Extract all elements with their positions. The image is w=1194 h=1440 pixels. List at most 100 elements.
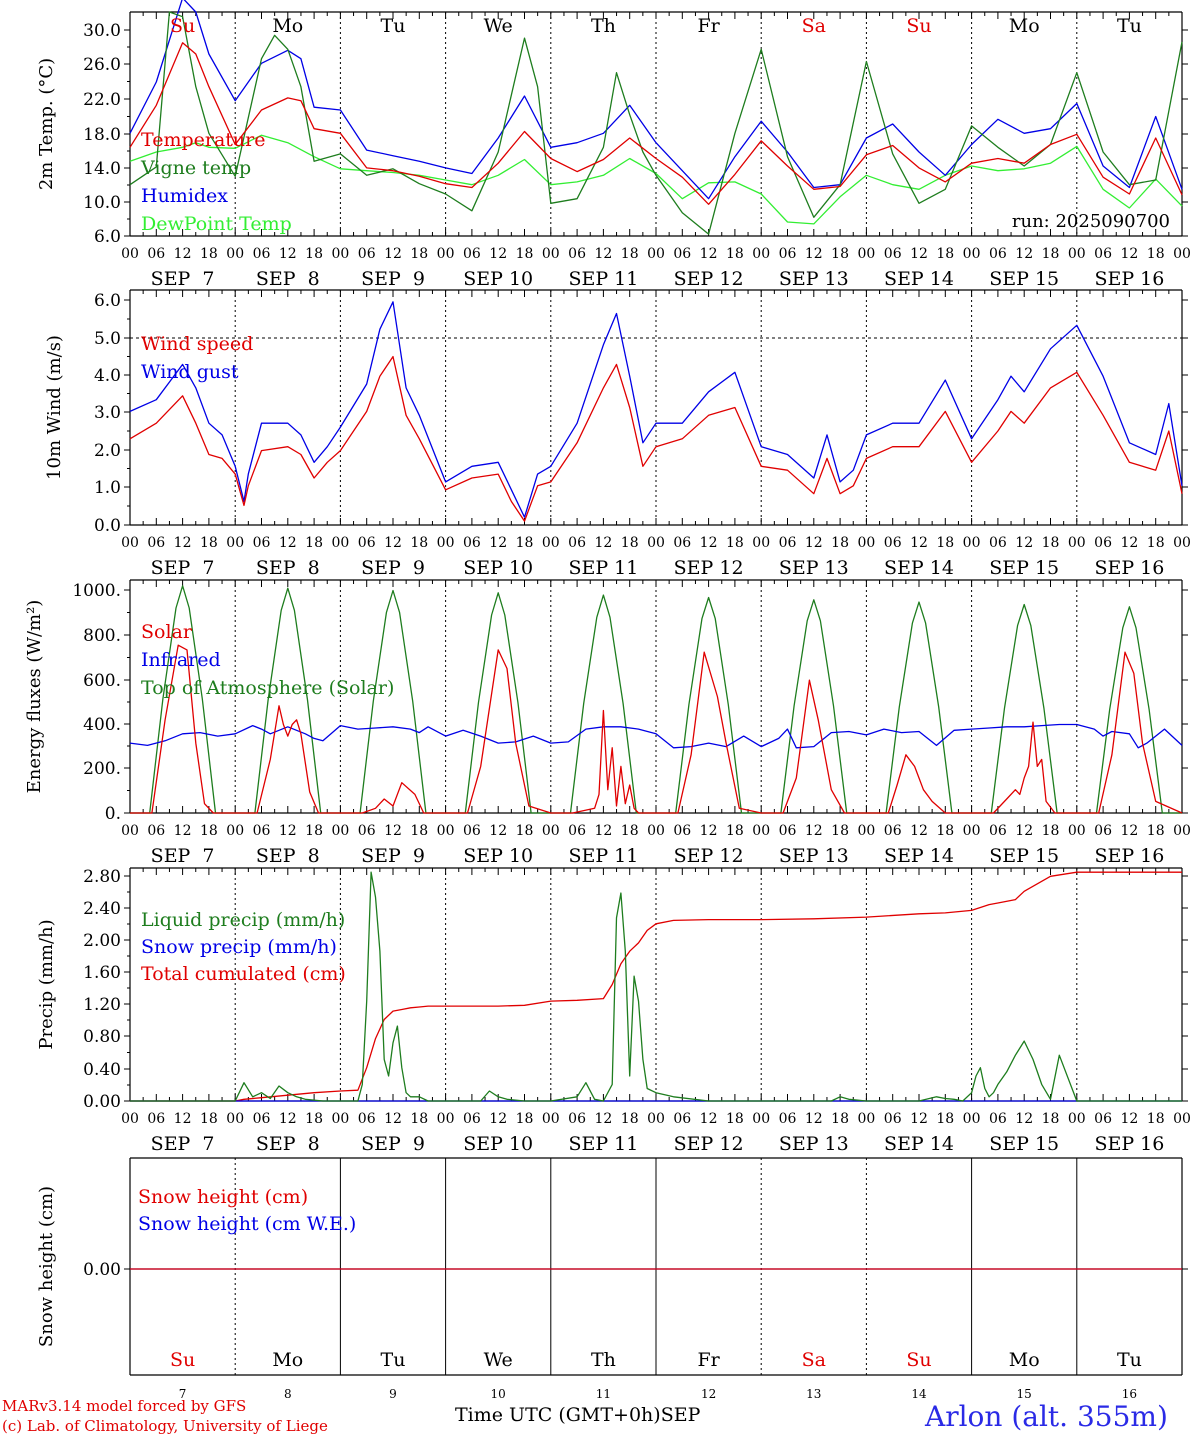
hour-tick-label: 06 xyxy=(568,1111,586,1127)
hour-tick-label: 12 xyxy=(910,246,928,262)
hour-tick-label: 06 xyxy=(673,823,691,839)
hour-tick-label: 12 xyxy=(384,823,402,839)
weekday-label: Th xyxy=(591,15,616,37)
model-credit: MARv3.14 model forced by GFS xyxy=(2,1397,247,1415)
hour-tick-label: 00 xyxy=(331,246,349,262)
y-axis-label: Precip (mm/h) xyxy=(36,919,57,1049)
legend-entry: Vigne temp xyxy=(140,157,251,179)
date-label: SEP 7 xyxy=(151,557,215,579)
hour-tick-label: 18 xyxy=(305,246,323,262)
y-tick-label: 1.0 xyxy=(94,478,121,498)
hour-tick-label: 12 xyxy=(279,246,297,262)
weekday-label: Mo xyxy=(1009,1349,1040,1371)
hour-tick-label: 12 xyxy=(1015,246,1033,262)
hour-tick-label: 00 xyxy=(1173,246,1191,262)
hour-tick-label: 18 xyxy=(1042,246,1060,262)
legend-entry: Wind speed xyxy=(141,333,253,355)
y-axis-label: Snow height (cm) xyxy=(36,1186,57,1347)
hour-tick-label: 12 xyxy=(1120,246,1138,262)
hour-tick-label: 12 xyxy=(279,535,297,551)
hour-tick-label: 00 xyxy=(331,535,349,551)
hour-tick-label: 06 xyxy=(673,535,691,551)
hour-tick-label: 06 xyxy=(463,823,481,839)
hour-tick-label: 00 xyxy=(752,823,770,839)
y-tick-label: 600. xyxy=(83,671,121,691)
hour-tick-label: 18 xyxy=(200,1111,218,1127)
day-number-label: 15 xyxy=(1017,1387,1032,1401)
hour-tick-label: 00 xyxy=(857,1111,875,1127)
hour-tick-label: 00 xyxy=(647,1111,665,1127)
panel-5: 0.00 Snow height (cm) Snow height (cm) Snow… xyxy=(36,1157,1188,1401)
hour-tick-label: 12 xyxy=(910,1111,928,1127)
hour-tick-label: 00 xyxy=(542,1111,560,1127)
date-label: SEP 14 xyxy=(884,845,954,867)
hour-tick-label: 06 xyxy=(568,535,586,551)
hour-tick-label: 18 xyxy=(305,535,323,551)
date-label: SEP 10 xyxy=(463,268,533,290)
x-axis-month: SEP xyxy=(660,1404,701,1426)
y-tick-label: 4.0 xyxy=(94,366,121,386)
date-label: SEP 15 xyxy=(989,1133,1059,1155)
hour-tick-label: 00 xyxy=(1068,823,1086,839)
hour-tick-label: 06 xyxy=(358,823,376,839)
hour-tick-label: 06 xyxy=(1094,823,1112,839)
weekday-label: We xyxy=(484,15,513,37)
y-tick-label: 800. xyxy=(83,626,121,646)
date-label: SEP 8 xyxy=(256,845,320,867)
series-line-dewpoint-temp xyxy=(129,134,1183,225)
hour-tick-label: 12 xyxy=(594,823,612,839)
hour-tick-label: 06 xyxy=(253,1111,271,1127)
hour-tick-label: 12 xyxy=(805,246,823,262)
date-label: SEP 9 xyxy=(361,845,425,867)
legend-entry: Liquid precip (mm/h) xyxy=(141,909,345,931)
day-number-label: 11 xyxy=(596,1387,611,1401)
hour-tick-label: 00 xyxy=(647,246,665,262)
date-label: SEP 13 xyxy=(779,1133,849,1155)
weekday-label: Fr xyxy=(697,1349,720,1371)
hour-tick-label: 18 xyxy=(1147,535,1165,551)
hour-tick-label: 12 xyxy=(279,1111,297,1127)
y-tick-label: 1.60 xyxy=(83,963,121,983)
hour-tick-label: 12 xyxy=(700,823,718,839)
hour-tick-label: 00 xyxy=(1173,1111,1191,1127)
y-tick-label: 14.0 xyxy=(83,159,121,179)
hour-tick-label: 06 xyxy=(463,1111,481,1127)
hour-tick-label: 00 xyxy=(121,246,139,262)
hour-tick-label: 06 xyxy=(884,1111,902,1127)
hour-tick-label: 00 xyxy=(121,535,139,551)
weekday-label: Su xyxy=(170,15,195,37)
y-tick-label: 400. xyxy=(83,715,121,735)
hour-tick-label: 00 xyxy=(331,823,349,839)
y-axis-label: Energy fluxes (W/m²) xyxy=(24,600,45,794)
hour-tick-label: 00 xyxy=(121,1111,139,1127)
hour-tick-label: 00 xyxy=(542,823,560,839)
day-number-label: 7 xyxy=(179,1387,187,1401)
hour-tick-label: 00 xyxy=(1068,1111,1086,1127)
hour-tick-label: 18 xyxy=(200,535,218,551)
hour-tick-label: 12 xyxy=(489,1111,507,1127)
legend-entry: Temperature xyxy=(141,129,265,151)
y-tick-label: 5.0 xyxy=(94,329,121,349)
x-axis-title: Time UTC (GMT+0h)SEP xyxy=(455,1404,700,1426)
date-label: SEP 12 xyxy=(674,268,744,290)
hour-tick-label: 12 xyxy=(1015,823,1033,839)
weekday-label: Su xyxy=(906,15,931,37)
hour-tick-label: 06 xyxy=(253,535,271,551)
hour-tick-label: 12 xyxy=(489,823,507,839)
hour-tick-label: 06 xyxy=(1094,246,1112,262)
y-tick-label: 10.0 xyxy=(83,193,121,213)
hour-tick-label: 12 xyxy=(700,1111,718,1127)
hour-tick-label: 12 xyxy=(174,246,192,262)
hour-tick-label: 00 xyxy=(647,535,665,551)
hour-tick-label: 12 xyxy=(174,823,192,839)
hour-tick-label: 12 xyxy=(805,535,823,551)
hour-tick-label: 00 xyxy=(752,1111,770,1127)
day-number-label: 13 xyxy=(806,1387,821,1401)
hour-tick-label: 00 xyxy=(437,823,455,839)
date-label: SEP 7 xyxy=(151,845,215,867)
y-tick-label: 2.80 xyxy=(83,867,121,887)
panel-3: 0. 200. 400. 600. 800. 1000. Energy fluxes (W/… xyxy=(24,579,1191,867)
date-label: SEP 14 xyxy=(884,1133,954,1155)
hour-tick-label: 00 xyxy=(226,535,244,551)
date-label: SEP 8 xyxy=(256,557,320,579)
